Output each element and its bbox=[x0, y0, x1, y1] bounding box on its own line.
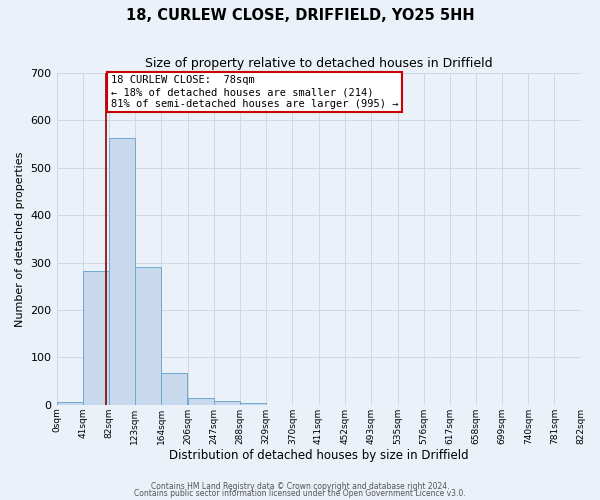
X-axis label: Distribution of detached houses by size in Driffield: Distribution of detached houses by size … bbox=[169, 450, 469, 462]
Text: Contains public sector information licensed under the Open Government Licence v3: Contains public sector information licen… bbox=[134, 490, 466, 498]
Bar bbox=[83, 270, 109, 405]
Bar bbox=[135, 267, 161, 405]
Text: 18, CURLEW CLOSE, DRIFFIELD, YO25 5HH: 18, CURLEW CLOSE, DRIFFIELD, YO25 5HH bbox=[125, 8, 475, 22]
Title: Size of property relative to detached houses in Driffield: Size of property relative to detached ho… bbox=[145, 58, 493, 70]
Bar bbox=[57, 402, 83, 405]
Bar bbox=[214, 400, 240, 405]
Text: Contains HM Land Registry data © Crown copyright and database right 2024.: Contains HM Land Registry data © Crown c… bbox=[151, 482, 449, 491]
Text: 18 CURLEW CLOSE:  78sqm
← 18% of detached houses are smaller (214)
81% of semi-d: 18 CURLEW CLOSE: 78sqm ← 18% of detached… bbox=[111, 76, 398, 108]
Bar bbox=[188, 398, 214, 405]
Bar bbox=[240, 403, 266, 405]
Y-axis label: Number of detached properties: Number of detached properties bbox=[15, 151, 25, 326]
Bar bbox=[109, 138, 135, 405]
Bar bbox=[161, 373, 187, 405]
